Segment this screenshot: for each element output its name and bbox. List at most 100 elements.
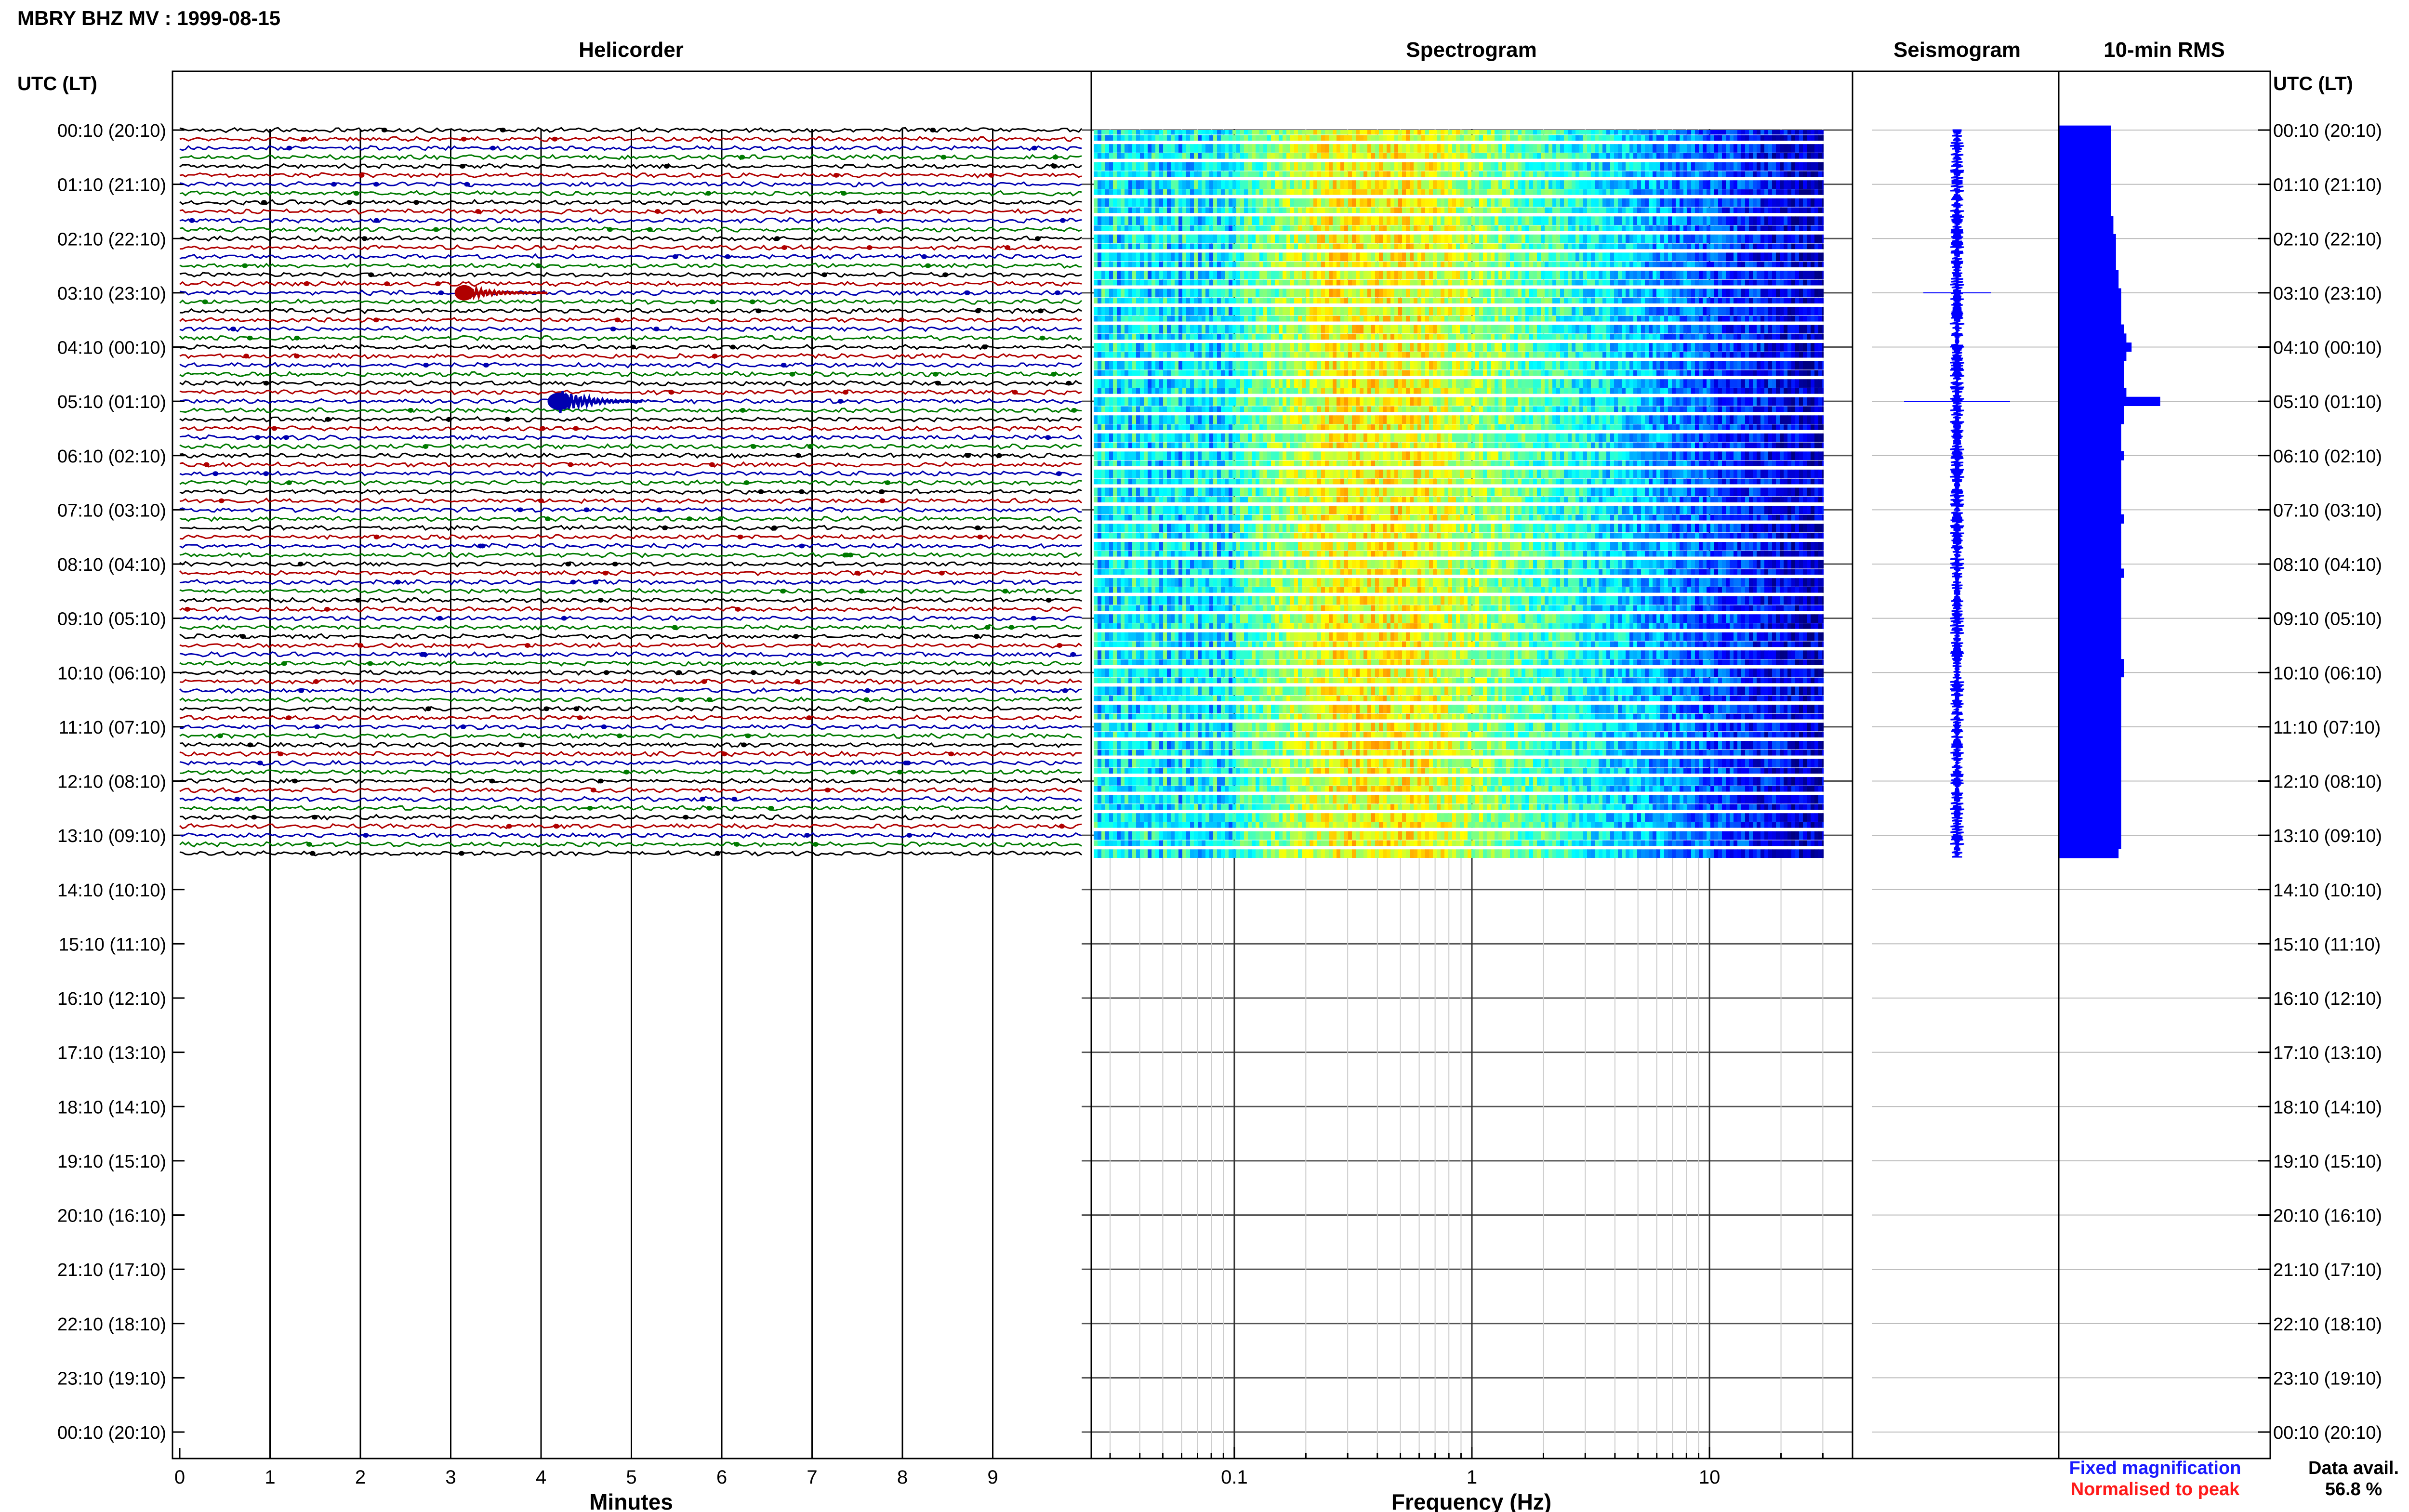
spectrogram-cell <box>1121 171 1125 177</box>
spectrogram-cell <box>1552 307 1557 316</box>
spectrogram-cell <box>1780 289 1784 298</box>
spectrogram-cell <box>1722 153 1726 159</box>
spectrogram-cell <box>1279 352 1283 358</box>
spectrogram-cell <box>1583 130 1588 135</box>
spectrogram-cell <box>1680 270 1684 279</box>
spectrogram-cell <box>1298 270 1302 279</box>
spectrogram-cell <box>1387 153 1391 159</box>
spectrogram-cell <box>1175 298 1179 304</box>
spectrogram-cell <box>1518 334 1522 340</box>
spectrogram-cell <box>1637 307 1641 316</box>
spectrogram-cell <box>1591 316 1595 322</box>
spectrogram-cell <box>1425 252 1430 262</box>
spectrogram-cell <box>1757 207 1761 213</box>
spectrogram-cell <box>1749 171 1753 177</box>
spectrogram-cell <box>1167 252 1171 262</box>
spectrogram-cell <box>1575 171 1580 177</box>
spectrogram-cell <box>1683 171 1688 177</box>
spectrogram-cell <box>1275 207 1279 213</box>
spectrogram-cell <box>1229 334 1233 340</box>
spectrogram-cell <box>1549 130 1553 135</box>
spectrogram-cell <box>1128 130 1133 135</box>
spectrogram-cell <box>1614 279 1618 286</box>
spectrogram-cell <box>1379 171 1383 177</box>
spectrogram-cell <box>1811 243 1815 250</box>
spectrogram-cell <box>1518 252 1522 262</box>
spectrogram-cell <box>1175 343 1179 352</box>
spectrogram-cell <box>1745 153 1749 159</box>
spectrogram-cell <box>1313 325 1318 334</box>
spectrogram-cell <box>1768 180 1773 189</box>
spectrogram-cell <box>1178 135 1183 141</box>
spectrogram-cell <box>1656 180 1661 189</box>
spectrogram-cell <box>1595 298 1599 304</box>
spectrogram-cell <box>1136 343 1140 352</box>
spectrogram-cell <box>1764 334 1769 340</box>
spectrogram-cell <box>1171 316 1175 322</box>
spectrogram-cell <box>1325 307 1329 316</box>
spectrogram-cell <box>1618 130 1622 135</box>
spectrogram-cell <box>1672 243 1676 250</box>
spectrogram-cell <box>1344 298 1349 304</box>
spectrogram-cell <box>1398 216 1403 225</box>
spectrogram-cell <box>1568 252 1572 262</box>
spectrogram-cell <box>1564 334 1568 340</box>
spectrogram-cell <box>1649 289 1653 298</box>
spectrogram-cell <box>1714 216 1719 225</box>
spectrogram-cell <box>1325 325 1329 334</box>
spectrogram-cell <box>1094 325 1098 334</box>
spectrogram-cell <box>1653 334 1657 340</box>
spectrogram-cell <box>1506 207 1510 213</box>
spectrogram-cell <box>1159 243 1164 250</box>
spectrogram-cell <box>1795 189 1800 195</box>
spectrogram-cell <box>1448 144 1453 153</box>
spectrogram-cell <box>1441 162 1445 171</box>
spectrogram-cell <box>1213 234 1218 243</box>
spectrogram-cell <box>1236 216 1241 225</box>
spectrogram-cell <box>1109 262 1113 267</box>
spectrogram-cell <box>1668 307 1672 316</box>
spectrogram-cell <box>1757 307 1761 316</box>
spectrogram-cell <box>1464 262 1468 267</box>
spectrogram-cell <box>1525 262 1530 267</box>
spectrogram-cell <box>1109 135 1113 141</box>
spectrogram-cell <box>1502 207 1507 213</box>
spectrogram-cell <box>1525 180 1530 189</box>
spectrogram-cell <box>1263 171 1268 177</box>
spectrogram-cell <box>1622 334 1626 340</box>
spectrogram-cell <box>1776 162 1780 171</box>
spectrogram-cell <box>1229 144 1233 153</box>
spectrogram-cell <box>1537 289 1541 298</box>
spectrogram-cell <box>1171 225 1175 231</box>
spectrogram-cell <box>1664 252 1668 262</box>
spectrogram-cell <box>1275 243 1279 250</box>
spectrogram-cell <box>1579 334 1584 340</box>
spectrogram-cell <box>1522 334 1526 340</box>
spectrogram-cell <box>1468 262 1472 267</box>
spectrogram-cell <box>1795 343 1800 352</box>
spectrogram-cell <box>1194 270 1198 279</box>
spectrogram-cell <box>1117 153 1121 159</box>
spectrogram-cell <box>1248 298 1252 304</box>
spectrogram-cell <box>1302 234 1306 243</box>
spectrogram-cell <box>1487 243 1491 250</box>
spectrogram-cell <box>1803 252 1807 262</box>
spectrogram-cell <box>1113 316 1117 322</box>
spectrogram-cell <box>1352 216 1356 225</box>
spectrogram-cell <box>1190 180 1194 189</box>
spectrogram-cell <box>1714 180 1719 189</box>
spectrogram-cell <box>1710 270 1715 279</box>
spectrogram-cell <box>1117 252 1121 262</box>
spectrogram-cell <box>1602 144 1607 153</box>
spectrogram-cell <box>1329 234 1333 243</box>
spectrogram-cell <box>1402 162 1406 171</box>
spectrogram-cell <box>1205 144 1210 153</box>
spectrogram-cell <box>1707 298 1711 304</box>
spectrogram-cell <box>1791 262 1796 267</box>
spectrogram-cell <box>1583 153 1588 159</box>
spectrogram-cell <box>1637 130 1641 135</box>
spectrogram-cell <box>1714 243 1719 250</box>
spectrogram-cell <box>1676 343 1680 352</box>
spectrogram-cell <box>1695 234 1699 243</box>
spectrogram-cell <box>1479 135 1483 141</box>
